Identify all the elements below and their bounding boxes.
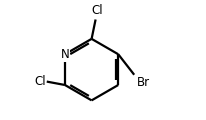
Text: Br: Br [137,76,150,89]
Text: Cl: Cl [91,4,103,17]
Text: Cl: Cl [34,75,46,88]
Text: N: N [61,48,69,61]
